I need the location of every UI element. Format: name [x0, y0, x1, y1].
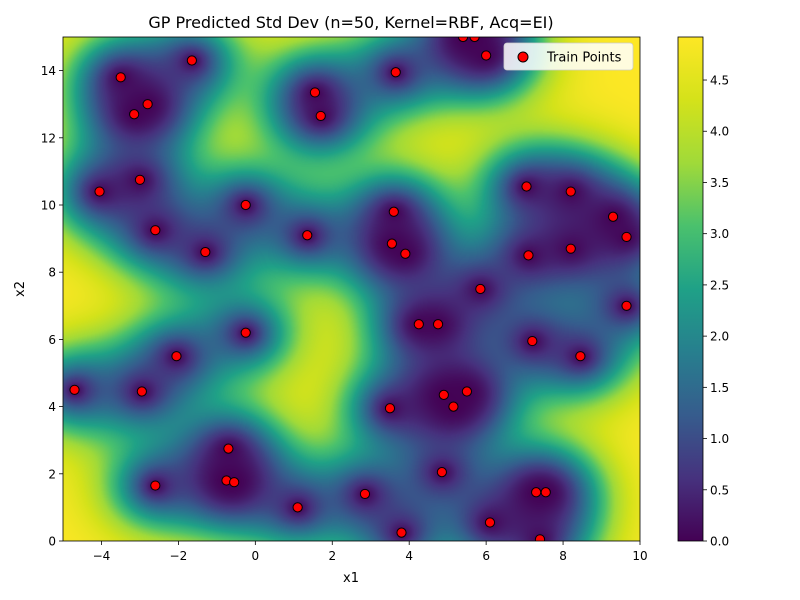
- train-point: [521, 181, 532, 192]
- train-point: [200, 246, 211, 258]
- train-point: [69, 384, 80, 395]
- y-tick-label: 12: [41, 131, 56, 145]
- train-point: [186, 55, 197, 66]
- train-point: [436, 467, 447, 478]
- colorbar-ticks: 0.0 0.5 1.0 1.5 2.0 2.5 3.0 3.5 4.0 4.5: [703, 74, 729, 549]
- colorbar-tick-label: 3.0: [710, 227, 729, 241]
- y-tick-label: 0: [48, 535, 56, 549]
- colorbar-gradient: [677, 36, 704, 542]
- colorbar-tick-label: 4.5: [710, 74, 729, 88]
- plot-area: [62, 36, 641, 542]
- x-tick-label: 6: [482, 549, 490, 563]
- x-tick-label: 4: [405, 549, 413, 563]
- colorbar-tick-label: 4.0: [710, 125, 729, 139]
- colorbar-tick-label: 0.0: [710, 535, 729, 549]
- x-axis-label: x1: [343, 571, 359, 586]
- train-point: [448, 401, 459, 412]
- std-dev-heatmap: [63, 37, 640, 541]
- y-tick-label: 14: [41, 64, 56, 78]
- y-axis-label: x2: [13, 281, 28, 297]
- colorbar-tick-label: 2.5: [710, 278, 729, 292]
- x-tick-label: −2: [170, 549, 188, 563]
- x-tick-label: 2: [328, 549, 336, 563]
- y-tick-label: 8: [48, 266, 56, 280]
- plot-frame: [62, 36, 641, 542]
- y-tick-label: 2: [48, 467, 56, 481]
- train-point: [621, 300, 632, 311]
- train-point: [359, 488, 371, 500]
- train-point: [292, 502, 303, 513]
- colorbar-tick-label: 1.0: [710, 432, 729, 446]
- train-point: [481, 50, 492, 61]
- train-point: [240, 327, 251, 338]
- x-tick-label: 0: [252, 549, 260, 563]
- x-tick-label: 8: [559, 549, 567, 563]
- train-point: [607, 211, 619, 222]
- colorbar-tick-label: 0.5: [710, 483, 729, 497]
- train-point: [575, 351, 586, 362]
- colorbar-tick-label: 1.5: [710, 381, 729, 395]
- train-point: [115, 72, 126, 83]
- x-axis-ticks: −4 −2 0 2 4 6 8 10: [93, 541, 648, 563]
- train-point: [150, 225, 161, 236]
- y-tick-label: 6: [48, 333, 56, 347]
- y-tick-label: 4: [48, 400, 56, 414]
- x-tick-label: −4: [93, 549, 111, 563]
- train-point: [384, 403, 396, 414]
- train-point: [565, 186, 576, 197]
- train-point: [540, 487, 551, 498]
- train-point: [523, 250, 534, 261]
- train-point: [621, 231, 632, 243]
- train-point: [240, 199, 251, 211]
- train-point: [150, 480, 161, 491]
- train-point: [171, 351, 182, 362]
- train-point: [400, 248, 411, 259]
- train-point: [94, 186, 105, 197]
- train-point: [534, 534, 546, 541]
- colorbar: 0.0 0.5 1.0 1.5 2.0 2.5 3.0 3.5 4.0 4.5: [677, 36, 729, 549]
- train-point: [461, 386, 472, 397]
- train-point: [142, 99, 153, 110]
- x-tick-label: 10: [632, 549, 647, 563]
- train-point: [136, 386, 147, 397]
- colorbar-tick-label: 2.0: [710, 330, 729, 344]
- train-point: [386, 238, 397, 249]
- legend: Train Points: [503, 42, 634, 71]
- y-tick-label: 10: [41, 199, 56, 213]
- colorbar-tick-label: 3.5: [710, 176, 729, 190]
- train-point: [432, 319, 444, 330]
- y-axis-ticks: 0 2 4 6 8 10 12 14: [41, 64, 63, 549]
- train-point: [413, 319, 424, 330]
- train-point: [565, 243, 576, 254]
- train-point: [223, 443, 234, 454]
- train-point: [527, 335, 538, 347]
- legend-frame: [503, 42, 634, 71]
- train-point: [309, 87, 321, 98]
- train-point: [229, 477, 240, 488]
- train-point: [475, 283, 486, 295]
- train-point: [484, 517, 496, 528]
- train-point: [396, 527, 407, 538]
- train-point: [388, 206, 399, 217]
- train-point: [531, 487, 542, 498]
- train-point: [129, 109, 140, 120]
- train-point: [438, 389, 449, 400]
- train-point: [134, 174, 146, 185]
- legend-marker: [517, 51, 529, 63]
- train-point: [390, 67, 401, 78]
- train-points: [69, 37, 632, 541]
- train-point: [302, 230, 313, 241]
- chart-title: GP Predicted Std Dev (n=50, Kernel=RBF, …: [148, 13, 553, 32]
- train-point: [315, 110, 326, 122]
- legend-label: Train Points: [546, 51, 622, 66]
